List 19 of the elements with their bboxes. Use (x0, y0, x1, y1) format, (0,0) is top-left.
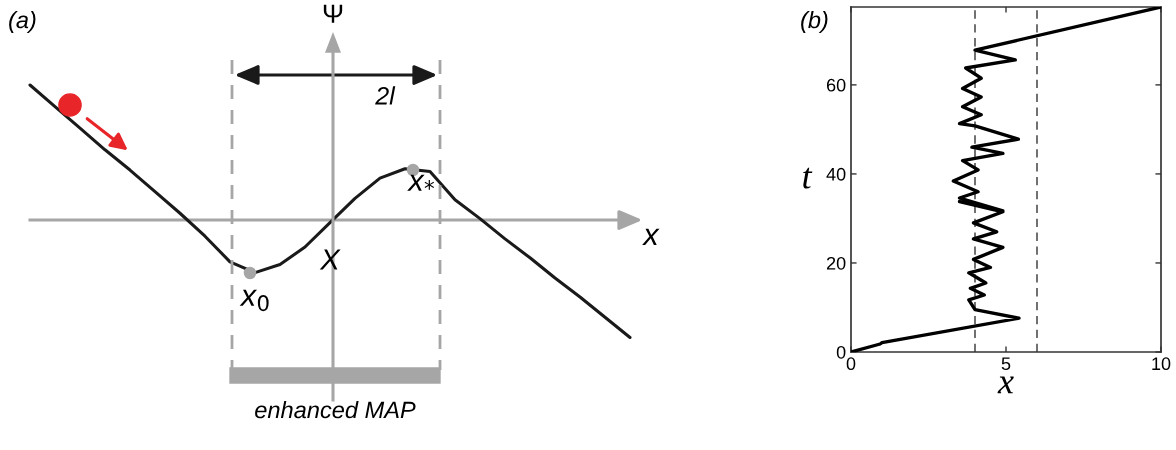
annotation: X (319, 249, 341, 270)
y-axis-title: Ψ (323, 4, 343, 23)
annotation: x$_{0}$ (239, 289, 269, 312)
annotation: 2l (375, 86, 396, 105)
x-axis-title: x (642, 228, 660, 245)
x-tick-label: 5 (1001, 357, 1011, 371)
x-tick-label: 0 (846, 357, 856, 371)
chart-title: (b) (801, 11, 828, 33)
annotation: x$_{*}$ (407, 174, 435, 191)
y-tick-label: 0 (836, 345, 846, 359)
x-tick-label: 10 (1152, 357, 1171, 371)
y-axis-title: t (803, 167, 813, 189)
text: enhanced MAP (255, 400, 416, 419)
y-tick-label: 20 (826, 256, 846, 270)
chart-title: (a) (9, 11, 36, 33)
x-axis-title: x (997, 376, 1014, 394)
line-series (851, 7, 1161, 352)
y-tick-label: 60 (826, 78, 846, 92)
y-tick-label: 40 (826, 167, 846, 181)
